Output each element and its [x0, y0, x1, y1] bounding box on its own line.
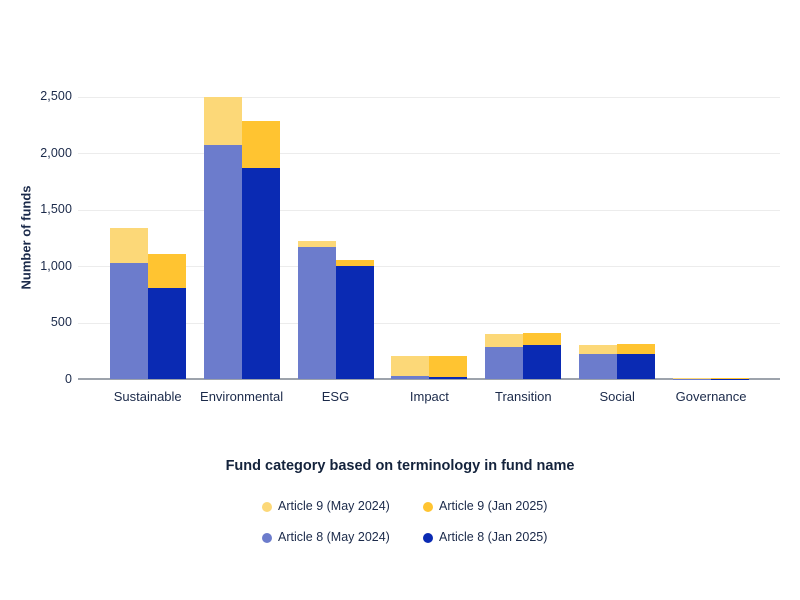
y-tick-label: 1,500	[40, 202, 72, 216]
bar-segment-article-9-jan-2025--environmental[interactable]	[241, 120, 280, 168]
bar-segment-article-9-may-2024--esg[interactable]	[297, 240, 336, 247]
gridline	[78, 322, 780, 324]
legend-item-article-9-may-2024-[interactable]: Article 9 (May 2024)	[262, 500, 390, 513]
gridline	[78, 266, 780, 267]
category-label-social: Social	[599, 389, 635, 404]
category-label-environmental: Environmental	[200, 389, 284, 404]
category-label-transition: Transition	[494, 389, 552, 404]
bar-segment-article-9-may-2024--environmental[interactable]	[203, 96, 242, 145]
bar-segment-article-8-jan-2025--environmental[interactable]	[241, 167, 280, 379]
category-label-governance: Governance	[675, 389, 747, 404]
legend-swatch-icon	[262, 501, 272, 512]
bar-segment-article-8-jan-2025--esg[interactable]	[335, 266, 374, 379]
legend-label: Article 9 (May 2024)	[278, 499, 390, 513]
gridline	[78, 153, 780, 154]
bar-segment-article-8-jan-2025--transition[interactable]	[523, 344, 562, 379]
legend-label: Article 8 (May 2024)	[278, 530, 390, 544]
legend-label: Article 8 (Jan 2025)	[439, 530, 548, 544]
y-tick-label: 500	[50, 315, 72, 329]
bar-segment-article-9-may-2024--governance[interactable]	[673, 377, 712, 379]
x-axis-line	[78, 378, 780, 380]
gridline	[78, 209, 780, 211]
bar-segment-article-9-may-2024--impact[interactable]	[391, 355, 430, 377]
legend-swatch-icon	[423, 532, 433, 543]
legend-item-article-9-jan-2025-[interactable]: Article 9 (Jan 2025)	[423, 500, 547, 513]
legend-item-article-8-jan-2025-[interactable]: Article 8 (Jan 2025)	[423, 531, 547, 544]
legend-label: Article 9 (Jan 2025)	[439, 499, 548, 513]
bar-segment-article-8-jan-2025--sustainable[interactable]	[147, 288, 186, 379]
bar-segment-article-9-jan-2025--transition[interactable]	[523, 333, 562, 345]
bar-segment-article-8-may-2024--sustainable[interactable]	[109, 262, 148, 379]
legend-item-article-8-may-2024-[interactable]: Article 8 (May 2024)	[262, 531, 390, 544]
legend-swatch-icon	[423, 501, 433, 512]
bar-segment-article-8-may-2024--esg[interactable]	[297, 246, 336, 379]
bar-segment-article-9-jan-2025--governance[interactable]	[711, 377, 750, 379]
y-tick-label: 0	[64, 371, 72, 386]
bar-segment-article-9-may-2024--social[interactable]	[579, 345, 618, 355]
bar-segment-article-9-jan-2025--social[interactable]	[617, 343, 656, 354]
bar-segment-article-8-may-2024--transition[interactable]	[485, 346, 524, 379]
category-label-impact: Impact	[409, 389, 449, 404]
bar-segment-article-8-jan-2025--social[interactable]	[617, 353, 656, 379]
bar-segment-article-9-jan-2025--esg[interactable]	[335, 259, 374, 266]
category-label-esg: ESG	[321, 389, 350, 404]
bar-segment-article-9-jan-2025--sustainable[interactable]	[147, 253, 186, 289]
x-axis-title: Fund category based on terminology in fu…	[225, 458, 575, 474]
bar-segment-article-9-jan-2025--impact[interactable]	[429, 356, 468, 378]
y-tick-label: 1,000	[40, 258, 72, 273]
gridline	[78, 96, 780, 98]
bar-segment-article-8-may-2024--social[interactable]	[579, 354, 618, 379]
category-label-sustainable: Sustainable	[113, 389, 182, 404]
y-axis-title: Number of funds	[18, 185, 34, 290]
bar-segment-article-8-may-2024--environmental[interactable]	[203, 144, 242, 379]
bar-segment-article-9-may-2024--transition[interactable]	[485, 334, 524, 347]
legend-swatch-icon	[262, 532, 272, 543]
bar-segment-article-8-jan-2025--impact[interactable]	[429, 377, 468, 379]
bar-segment-article-8-may-2024--impact[interactable]	[391, 376, 430, 379]
y-tick-label: 2,000	[40, 145, 72, 160]
y-tick-label: 2,500	[40, 89, 72, 103]
bar-segment-article-9-may-2024--sustainable[interactable]	[109, 227, 148, 263]
